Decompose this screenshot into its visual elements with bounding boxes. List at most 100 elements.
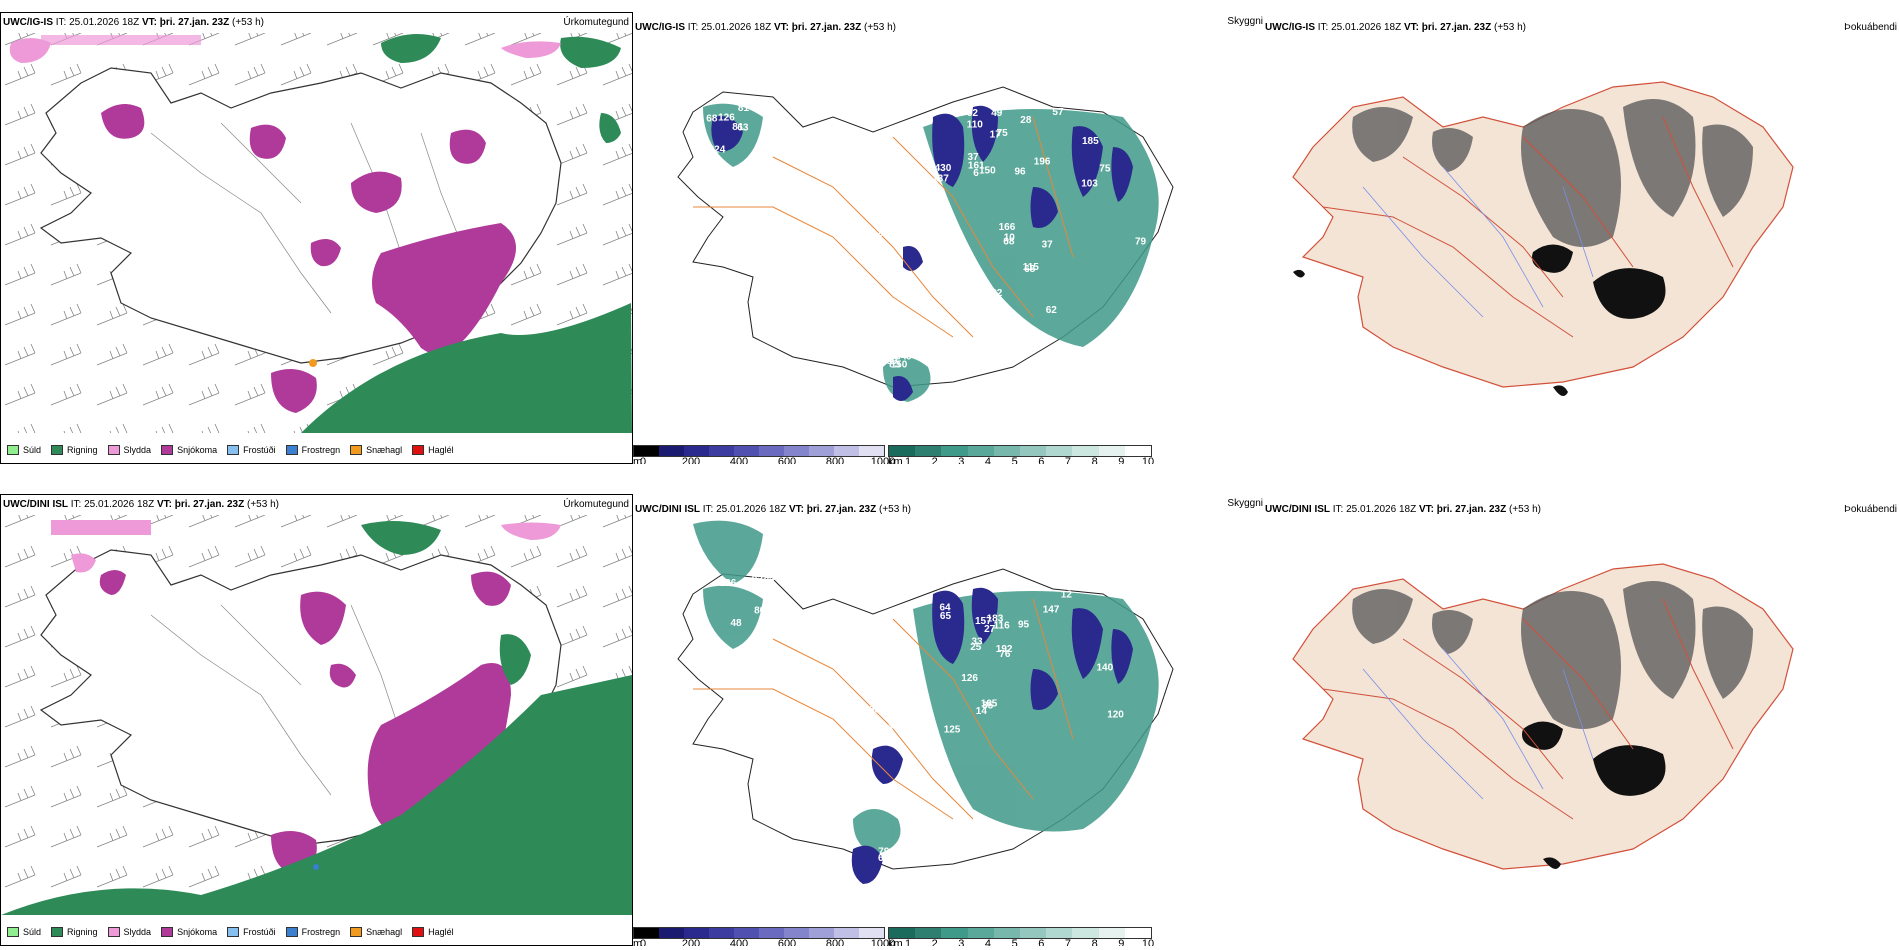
precip-legend-swatch bbox=[350, 445, 363, 455]
top-fog-title: UWC/IG-IS IT: 25.01.2026 18Z VT: þri. 27… bbox=[1265, 22, 1526, 33]
colorbar-tick: 5 bbox=[1011, 938, 1018, 946]
cloud-base-value: 125 bbox=[944, 725, 961, 736]
precip-legend-swatch bbox=[107, 927, 120, 937]
cloud-base-value: 73 bbox=[896, 220, 908, 231]
colorbar-tick: 6 bbox=[1038, 938, 1045, 946]
precip-legend-swatch bbox=[227, 927, 240, 937]
cloud-base-value: 33 bbox=[972, 636, 984, 647]
cloud-base-value: 226 bbox=[720, 578, 737, 589]
cloud-base-value: 132 bbox=[986, 288, 1003, 299]
bottom-cloud-panel: UWC/DINI ISL IT: 25.01.2026 18Z VT: þri.… bbox=[633, 494, 1263, 946]
bottom-fog-map bbox=[1292, 563, 1794, 870]
precip-legend-swatch bbox=[51, 927, 64, 937]
top-visibility-unit: km bbox=[888, 456, 903, 464]
colorbar-tick: 2 bbox=[931, 456, 938, 464]
precip-legend-label: Frostúði bbox=[243, 927, 276, 937]
cloud-base-value: 95 bbox=[1018, 620, 1030, 631]
cloud-base-value: 37 bbox=[968, 152, 980, 163]
precip-legend-item: Rigning bbox=[51, 445, 98, 455]
cloud-base-value: 126 bbox=[961, 673, 978, 684]
cloud-base-value: 150 bbox=[891, 360, 908, 371]
colorbar-tick: 800 bbox=[825, 938, 845, 946]
cloud-base-value: 10 bbox=[1004, 232, 1016, 243]
cloud-base-value: 62 bbox=[967, 108, 979, 119]
cloud-base-value: 89 bbox=[890, 237, 902, 248]
cloud-base-value: 140 bbox=[1097, 663, 1114, 674]
precip-legend-label: Snjókoma bbox=[177, 927, 218, 937]
top-precip-type-label: Úrkomutegund bbox=[563, 17, 629, 28]
precip-legend-item: Haglél bbox=[412, 445, 454, 455]
precip-legend-swatch bbox=[412, 927, 425, 937]
precip-legend-item: Snæhagl bbox=[350, 927, 402, 937]
cloud-base-value: 71 bbox=[910, 736, 922, 747]
colorbar-tick: 9 bbox=[1118, 456, 1125, 464]
cloud-base-value: 295 bbox=[875, 728, 892, 739]
cloud-base-value: 77 bbox=[921, 355, 933, 366]
cloud-base-value: 157 bbox=[975, 616, 992, 627]
cloud-base-value: 224 bbox=[709, 145, 726, 156]
top-precip-legend: Súld Rigning Slydda Snjókoma Frostúði Frostre… bbox=[7, 445, 464, 455]
top-precip-title: UWC/IG-IS IT: 25.01.2026 18Z VT: þri. 27… bbox=[3, 17, 264, 28]
cloud-base-value: 75 bbox=[997, 128, 1009, 139]
colorbar-tick: 800 bbox=[825, 456, 845, 464]
precip-legend-label: Rigning bbox=[67, 445, 98, 455]
cloud-base-value: 80 bbox=[754, 606, 766, 617]
bottom-fog-panel: UWC/DINI ISL IT: 25.01.2026 18Z VT: þri.… bbox=[1263, 494, 1900, 946]
cloud-base-value: 192 bbox=[996, 644, 1013, 655]
cloud-base-value: 17 bbox=[990, 130, 1002, 141]
precip-legend-swatch bbox=[227, 445, 240, 455]
cloud-base-value: 85 bbox=[982, 700, 994, 711]
cloud-base-value: 94 bbox=[896, 352, 908, 363]
precip-legend-item: Slydda bbox=[107, 445, 151, 455]
precip-legend-item: Frostregn bbox=[285, 445, 341, 455]
cloud-base-value: 126 bbox=[917, 845, 934, 856]
precip-legend-label: Súld bbox=[23, 445, 42, 455]
precip-legend-item: Súld bbox=[7, 445, 41, 455]
top-visibility-bar bbox=[888, 445, 1152, 457]
colorbar-tick: 200 bbox=[681, 456, 701, 464]
colorbar-tick: 4 bbox=[984, 938, 992, 946]
colorbar-tick: 0 bbox=[639, 456, 647, 464]
precip-legend-swatch bbox=[107, 445, 120, 455]
top-precip-map bbox=[1, 33, 632, 433]
precip-legend-item: Snjókoma bbox=[161, 927, 217, 937]
bottom-precip-map bbox=[1, 515, 632, 915]
top-fog-label: Þokuábendi bbox=[1844, 22, 1897, 33]
precip-legend-swatch bbox=[285, 927, 298, 937]
cloud-base-value: 6 bbox=[973, 168, 979, 179]
top-cloud-title: UWC/IG-IS IT: 25.01.2026 18Z VT: þri. 27… bbox=[635, 22, 896, 33]
precip-legend-label: Snæhagl bbox=[366, 927, 403, 937]
colorbar-tick: 3 bbox=[958, 938, 965, 946]
cloud-base-value: 12 bbox=[919, 858, 931, 869]
bottom-fog-title: UWC/DINI ISL IT: 25.01.2026 18Z VT: þri.… bbox=[1265, 504, 1541, 515]
cloud-base-value: 165 bbox=[981, 699, 998, 710]
cloud-base-value: 103 bbox=[1081, 178, 1098, 189]
cloud-base-value: 82 bbox=[872, 250, 884, 261]
precip-legend-label: Slydda bbox=[123, 927, 152, 937]
cloud-base-value: 130 bbox=[922, 831, 939, 842]
colorbar-tick: 8 bbox=[1091, 938, 1098, 946]
cloud-base-value: 116 bbox=[994, 621, 1011, 632]
cloud-base-value: 50 bbox=[922, 116, 934, 127]
colorbar-tick: 5 bbox=[1011, 456, 1018, 464]
cloud-base-value: 59 bbox=[868, 259, 880, 270]
precip-legend-label: Rigning bbox=[67, 927, 98, 937]
precip-legend-label: Snæhagl bbox=[366, 445, 403, 455]
bottom-visibility-unit: km bbox=[888, 938, 903, 946]
cloud-base-value: 83 bbox=[889, 360, 901, 371]
cloud-base-value: 63 bbox=[737, 123, 749, 134]
colorbar-tick: 9 bbox=[1118, 938, 1125, 946]
precip-legend-swatch bbox=[350, 927, 363, 937]
precip-legend-label: Frostregn bbox=[301, 445, 341, 455]
colorbar-tick: 0 bbox=[639, 938, 647, 946]
cloud-base-value: 177 bbox=[1105, 583, 1122, 594]
cloud-base-value: 25 bbox=[880, 250, 892, 261]
precip-legend-label: Snjókoma bbox=[177, 445, 218, 455]
cloud-base-value: 65 bbox=[940, 611, 952, 622]
cloud-base-value: 115 bbox=[1023, 262, 1040, 273]
bottom-visibility-bar bbox=[888, 927, 1152, 939]
cloud-base-value: 93 bbox=[752, 575, 764, 586]
colorbar-tick: 2 bbox=[931, 938, 938, 946]
bottom-visibility-label: Skyggni bbox=[1227, 498, 1263, 509]
cloud-base-value: 196 bbox=[1034, 157, 1051, 168]
